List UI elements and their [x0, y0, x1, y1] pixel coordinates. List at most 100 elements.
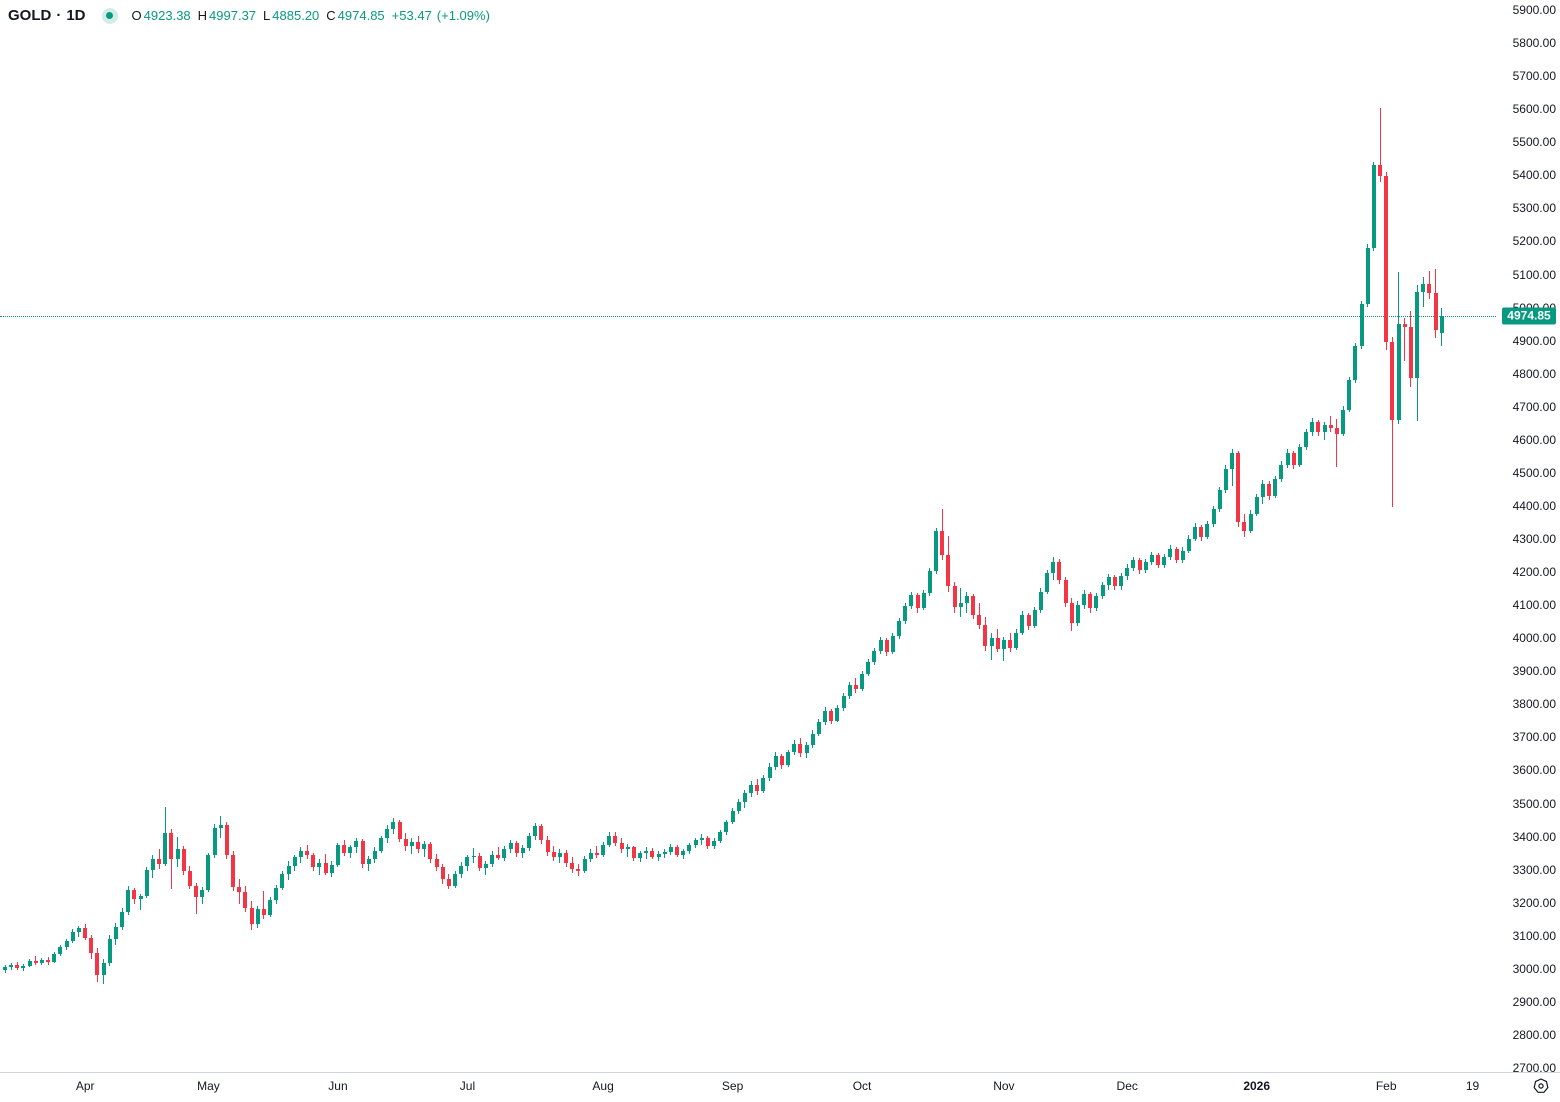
price-tick-label: 5800.00 [1512, 36, 1556, 51]
settings-gear-icon[interactable] [1532, 1077, 1550, 1095]
candle-body [1186, 538, 1191, 551]
price-tick-label: 3500.00 [1512, 796, 1556, 811]
candle-body [1075, 604, 1080, 624]
candle-body [588, 852, 593, 859]
price-tick-label: 5600.00 [1512, 102, 1556, 117]
candle-body [724, 822, 729, 833]
candle-body [1082, 593, 1087, 605]
candle-body [557, 852, 562, 858]
candle-body [823, 710, 828, 723]
candle-body [471, 856, 476, 858]
candle-body [27, 960, 32, 966]
candle-body [274, 888, 279, 901]
candle-body [76, 928, 81, 932]
price-tick-label: 2800.00 [1512, 1027, 1556, 1042]
candle-body [305, 851, 310, 856]
candle-body [335, 845, 340, 865]
candle-body [1260, 483, 1265, 497]
price-tick-label: 2700.00 [1512, 1061, 1556, 1075]
candle-body [95, 953, 100, 976]
price-tick-label: 5100.00 [1512, 267, 1556, 282]
candle-body [1267, 483, 1272, 496]
candle-body [631, 847, 636, 859]
symbol-title[interactable]: GOLD · 1D [8, 7, 86, 24]
candle-body [231, 854, 236, 888]
candle-body [459, 865, 464, 874]
price-tick-label: 4600.00 [1512, 432, 1556, 447]
symbol-interval-separator: · [56, 7, 62, 24]
candle-body [853, 685, 858, 689]
candle-body [1297, 447, 1302, 465]
price-tick-label: 5400.00 [1512, 168, 1556, 183]
low-value: 4885.20 [272, 8, 320, 23]
candle-body [693, 840, 698, 846]
market-status-icon[interactable] [101, 7, 118, 24]
candle-body [638, 853, 643, 859]
candle-body [860, 673, 865, 689]
candle-body [138, 895, 143, 900]
candle-body [1100, 584, 1105, 597]
candle-body [181, 848, 186, 872]
low-label: L [263, 8, 271, 23]
candle-body [1038, 591, 1043, 611]
candle-body [132, 890, 137, 900]
candle-body [539, 826, 544, 840]
candle-body [816, 722, 821, 734]
candle-body [1143, 561, 1148, 570]
candle-body [730, 811, 735, 823]
price-tick-label: 4700.00 [1512, 399, 1556, 414]
candle-body [792, 743, 797, 753]
price-tick-label: 3800.00 [1512, 697, 1556, 712]
candle-body [1112, 577, 1117, 587]
candle-wick [855, 677, 857, 693]
candle-body [971, 595, 976, 615]
candle-body [187, 871, 192, 886]
high-label: H [197, 8, 208, 23]
candle-body [483, 864, 488, 868]
candle-body [705, 837, 710, 847]
candle-body [33, 960, 38, 963]
candle-body [952, 586, 957, 607]
candle-body [983, 624, 988, 646]
candle-body [163, 832, 168, 864]
candle-body [440, 867, 445, 880]
time-tick-label: Jun [328, 1079, 348, 1093]
candle-body [508, 842, 513, 850]
candle-body [650, 850, 655, 857]
candle-body [1371, 165, 1376, 248]
candle-body [767, 766, 772, 779]
candle-body [921, 592, 926, 609]
price-tick-label: 3200.00 [1512, 895, 1556, 910]
candle-body [977, 614, 982, 625]
interval-label[interactable]: 1D [66, 7, 86, 24]
candle-body [662, 852, 667, 855]
candle-body [847, 685, 852, 697]
candle-body [311, 855, 316, 868]
candle-body [372, 850, 377, 860]
candle-body [570, 862, 575, 870]
price-axis[interactable]: 4974.85 5900.00 5800.00 5700.00 5600.00 5500… [1496, 0, 1560, 1075]
candle-body [3, 967, 7, 971]
candle-body [890, 635, 895, 653]
candle-body [175, 848, 180, 860]
candle-body [1242, 522, 1247, 531]
price-tick-label: 4100.00 [1512, 598, 1556, 613]
candle-body [1365, 247, 1370, 304]
candle-body [218, 824, 223, 828]
candle-body [934, 530, 939, 572]
plot-area[interactable] [0, 0, 1496, 1072]
candle-body [1057, 561, 1062, 580]
time-tick-label: Sep [721, 1079, 744, 1093]
candle-body [576, 869, 581, 872]
candle-body [194, 885, 199, 898]
symbol-legend: GOLD · 1D O 4923.38 H 4997.37 L 4885.20 … [8, 7, 495, 24]
candle-body [1180, 550, 1185, 560]
candle-body [940, 530, 945, 556]
candle-body [120, 911, 125, 927]
candle-body [249, 907, 254, 925]
price-tick-label: 3600.00 [1512, 763, 1556, 778]
time-axis[interactable]: Apr May Jun Jul Aug Sep Oct Nov Dec 2026 Feb 19 [0, 1072, 1560, 1102]
price-tick-label: 2900.00 [1512, 994, 1556, 1009]
candle-wick [485, 860, 487, 876]
